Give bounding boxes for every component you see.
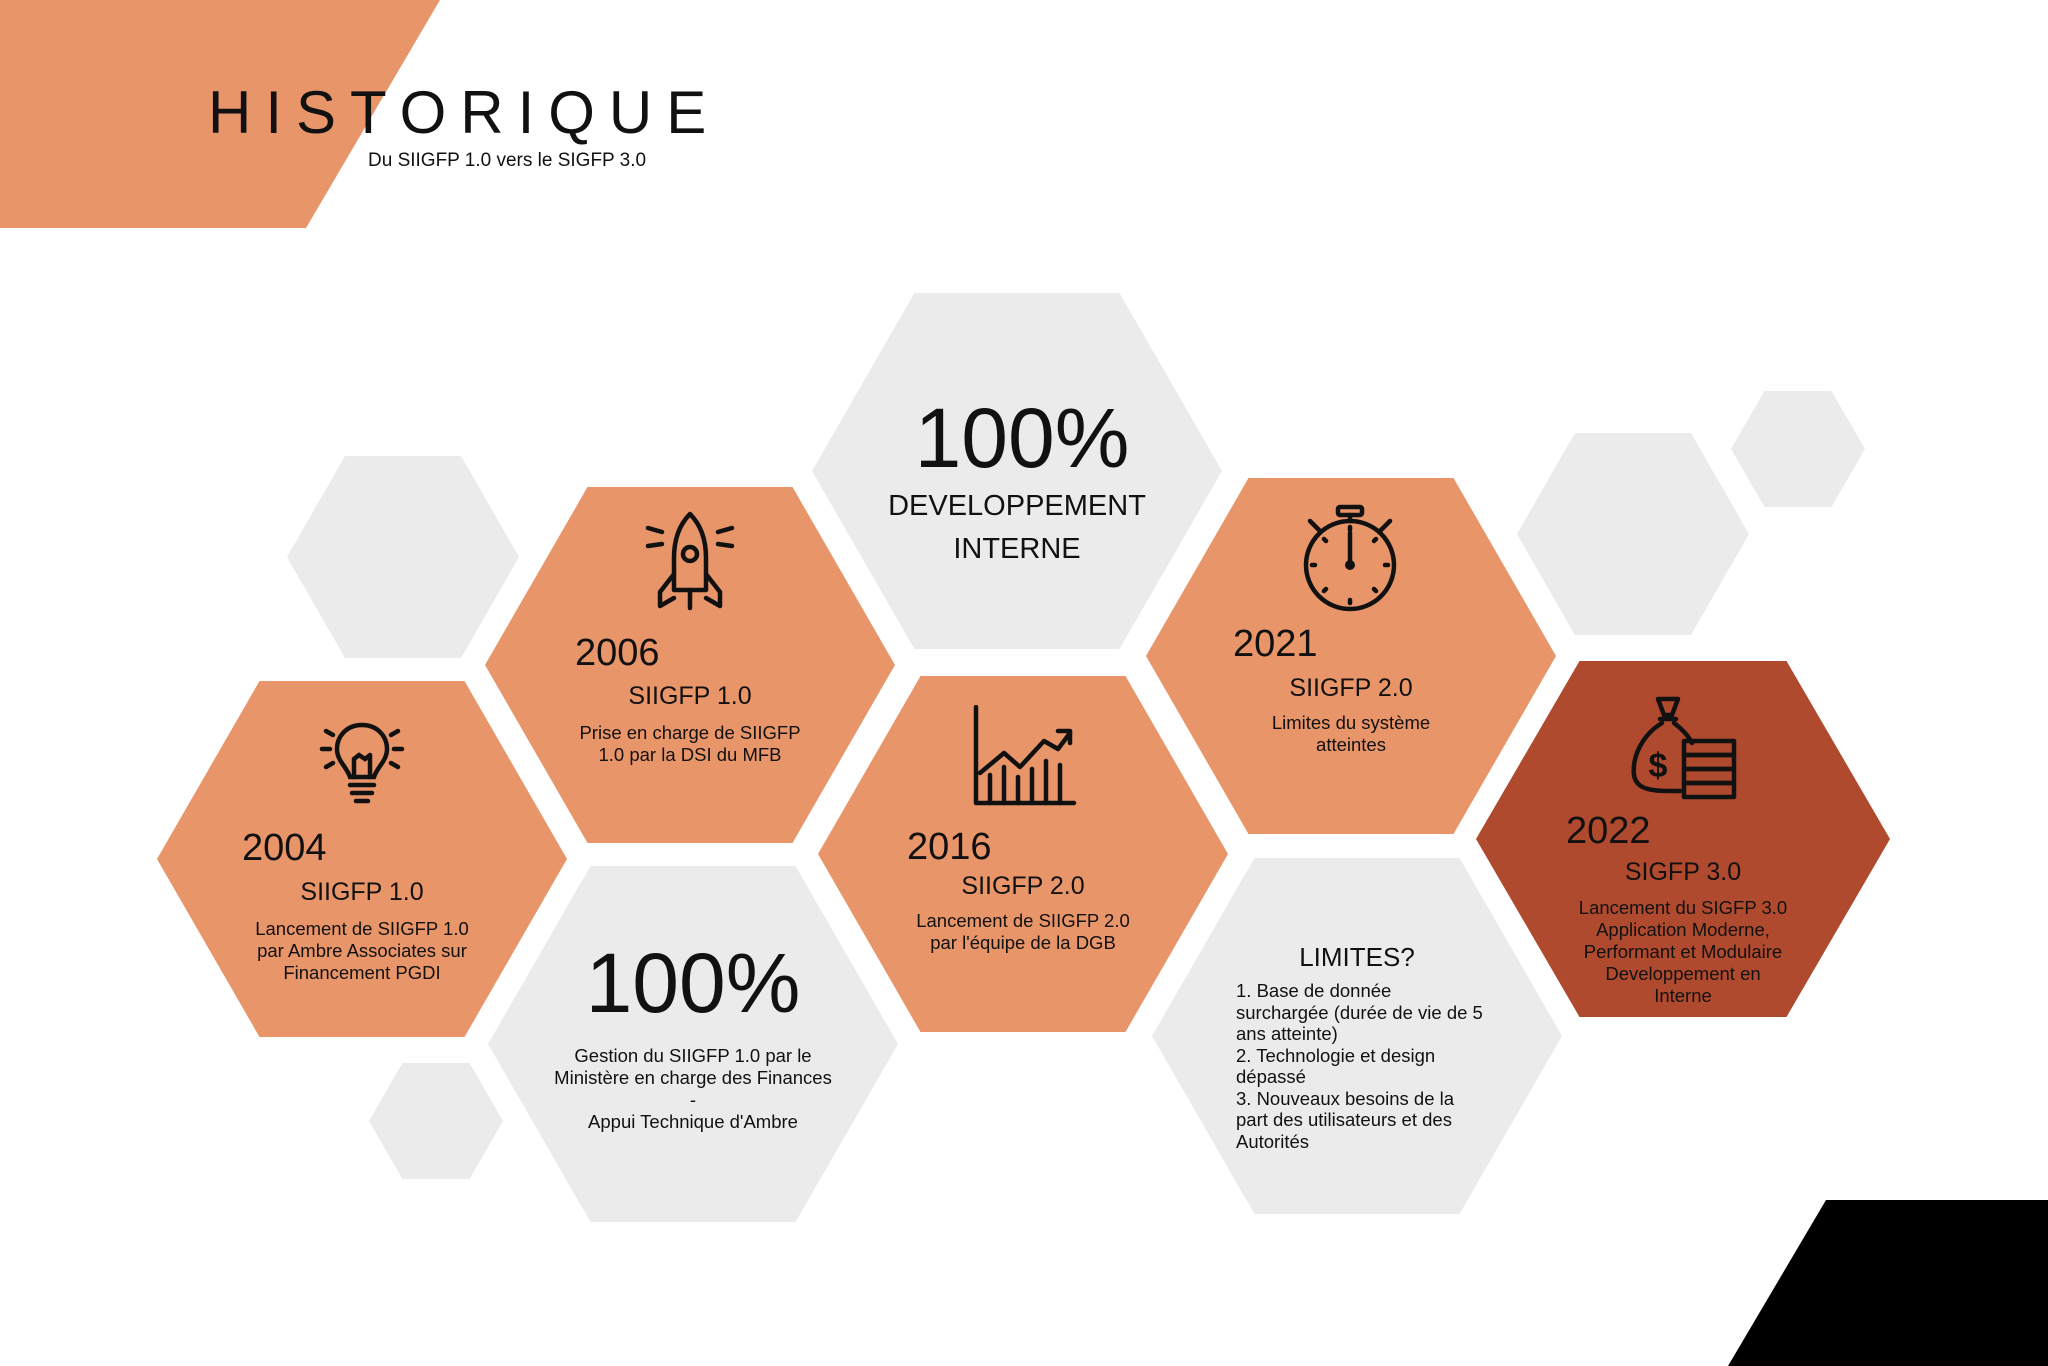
timeline-2022-year: 2022: [1566, 810, 1651, 852]
growth-chart-icon: [973, 705, 1077, 806]
stat-internal-value: 100%: [914, 391, 1130, 485]
timeline-2006-name: SIIGFP 1.0: [628, 682, 752, 710]
page-subtitle: Du SIIGFP 1.0 vers le SIGFP 3.0: [368, 150, 647, 171]
limit-item-3: 3. Nouveaux besoins de la part des utili…: [1236, 1087, 1455, 1152]
page-title: HISTORIQUE: [208, 79, 721, 146]
stat-internal-line2: INTERNE: [953, 533, 1081, 565]
stat-ministry-description: Gestion du SIIGFP 1.0 par le Ministère e…: [554, 1045, 832, 1132]
timeline-2006-year: 2006: [575, 632, 660, 674]
lightbulb-icon: [319, 722, 405, 804]
timeline-2004-description: Lancement de SIIGFP 1.0 par Ambre Associ…: [255, 918, 469, 983]
rocket-icon: [645, 511, 735, 611]
limits-list: 1. Base de donnée surchargée (durée de v…: [1236, 980, 1516, 1152]
header-orange-corner: [0, 0, 440, 228]
limit-item-2: 2. Technologie et design dépassé: [1236, 1044, 1436, 1088]
footer-black-corner: [1728, 1200, 2048, 1366]
svg-text:$: $: [1649, 747, 1668, 785]
stat-hex-ministry: [488, 866, 898, 1222]
stopwatch-icon: [1303, 504, 1397, 612]
timeline-2021-description: Limites du système atteintes: [1271, 712, 1431, 755]
timeline-2022-name: SIGFP 3.0: [1624, 858, 1742, 886]
decor-hex-left: [287, 456, 519, 658]
timeline-2021-year: 2021: [1233, 623, 1318, 665]
money-bag-icon: $: [1631, 696, 1737, 800]
stat-ministry-value: 100%: [585, 936, 801, 1030]
decor-hex-bottom-left: [369, 1063, 503, 1179]
timeline-2004-name: SIIGFP 1.0: [300, 878, 424, 906]
limits-title: LIMITES?: [1299, 942, 1415, 972]
limit-item-1: 1. Base de donnée surchargée (durée de v…: [1236, 980, 1483, 1044]
timeline-2016-name: SIIGFP 2.0: [961, 872, 1085, 900]
timeline-2004-year: 2004: [242, 827, 327, 869]
timeline-2016-description: Lancement de SIIGFP 2.0 par l'équipe de …: [916, 910, 1130, 953]
timeline-2022-description: Lancement du SIGFP 3.0 Application Moder…: [1578, 897, 1788, 1006]
timeline-2006-description: Prise en charge de SIIGFP 1.0 par la DSI…: [579, 722, 801, 765]
timeline-2021-name: SIIGFP 2.0: [1289, 674, 1413, 702]
timeline-2016-year: 2016: [907, 826, 992, 868]
decor-hex-right: [1517, 433, 1749, 635]
stat-internal-line1: DEVELOPPEMENT: [888, 490, 1146, 522]
limits-hex: [1152, 858, 1562, 1214]
decor-hex-top-right: [1731, 391, 1865, 507]
